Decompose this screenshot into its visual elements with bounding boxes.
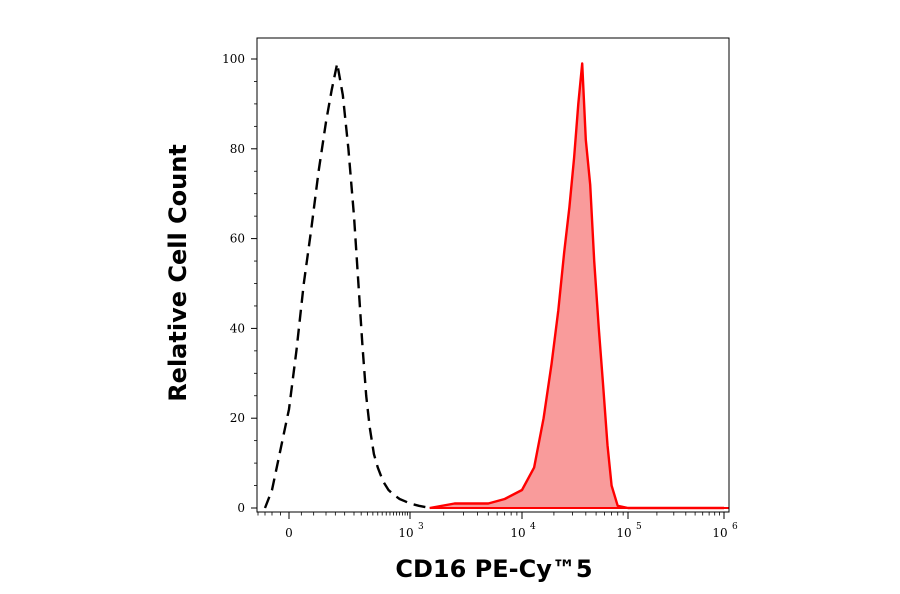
x-tick-exponent: 4 <box>530 522 536 532</box>
series-red-line <box>429 62 724 510</box>
y-tick-label: 100 <box>222 52 245 66</box>
x-tick-exponent: 3 <box>418 522 424 532</box>
y-tick-label: 0 <box>237 501 245 515</box>
y-axis-title: Relative Cell Count <box>164 144 192 402</box>
x-tick-exponent: 6 <box>732 522 738 532</box>
series-fill-area <box>429 63 724 508</box>
series-dashed-line <box>263 62 430 510</box>
x-tick-label: 10 <box>510 526 525 540</box>
x-tick-label: 10 <box>398 526 413 540</box>
y-tick-label: 80 <box>230 142 245 156</box>
y-tick-label: 40 <box>230 321 245 335</box>
y-tick-label: 20 <box>230 411 245 425</box>
y-axis: 0 20 40 60 80 100 <box>222 52 257 515</box>
plot-area <box>263 62 729 510</box>
x-axis-title: CD16 PE-Cy™5 <box>395 555 592 583</box>
x-tick-label: 10 <box>616 526 631 540</box>
plot-frame <box>256 37 730 513</box>
x-axis: 0 10 3 10 4 10 5 10 6 <box>257 512 738 540</box>
y-tick-label: 60 <box>230 232 245 246</box>
x-tick-exponent: 5 <box>636 522 642 532</box>
x-tick-label: 10 <box>712 526 727 540</box>
x-tick-label: 0 <box>285 526 293 540</box>
